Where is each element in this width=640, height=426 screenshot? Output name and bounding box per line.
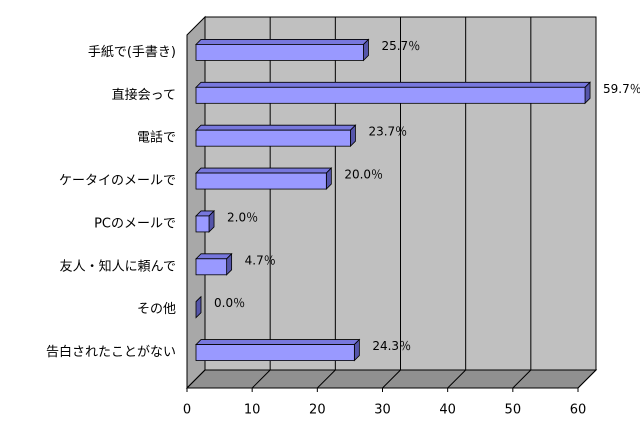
bar	[195, 344, 355, 361]
category-label: 直接会って	[112, 87, 176, 103]
x-tick-label: 50	[505, 403, 522, 418]
side-wall	[186, 15, 206, 390]
grid-line	[447, 17, 467, 389]
x-tick-label: 0	[183, 403, 191, 418]
x-tick-label: 20	[309, 403, 326, 418]
bar	[195, 215, 210, 233]
bar	[195, 44, 364, 61]
bar-top	[195, 81, 592, 88]
value-label: 0.0％	[214, 296, 245, 310]
x-tick-label: 40	[439, 403, 456, 418]
value-label: 23.7％	[368, 125, 407, 139]
bar	[195, 86, 586, 104]
bar	[195, 258, 228, 276]
bar	[195, 129, 351, 147]
category-label: ケータイのメールで	[59, 174, 176, 189]
category-label: 友人・知人に頼んで	[60, 258, 176, 274]
category-label: 手紙で(手書き)	[88, 45, 176, 60]
value-label: 59.7％	[603, 82, 640, 96]
category-label: 電話で	[137, 130, 176, 146]
category-label: PCのメールで	[94, 216, 176, 231]
x-tick-label: 60	[570, 403, 587, 418]
bar-top	[195, 167, 333, 174]
x-tick-label: 10	[244, 403, 261, 418]
value-label: 2.0％	[227, 210, 258, 224]
bar-top	[195, 39, 370, 45]
value-label: 4.7％	[245, 253, 276, 267]
bar-top	[195, 339, 361, 345]
grid-line	[382, 17, 401, 389]
bar-side	[195, 295, 202, 319]
value-label: 24.3％	[372, 339, 411, 353]
bar-top	[195, 124, 357, 131]
bar	[195, 172, 327, 190]
x-tick-label: 30	[374, 403, 391, 418]
value-label: 25.7％	[381, 39, 420, 53]
grid-line	[577, 17, 597, 389]
value-label: 20.0％	[344, 168, 383, 182]
category-label: 告白されたことがない	[46, 344, 176, 360]
category-label: その他	[137, 302, 176, 317]
bar-top	[195, 253, 233, 260]
grid-line	[512, 17, 532, 389]
